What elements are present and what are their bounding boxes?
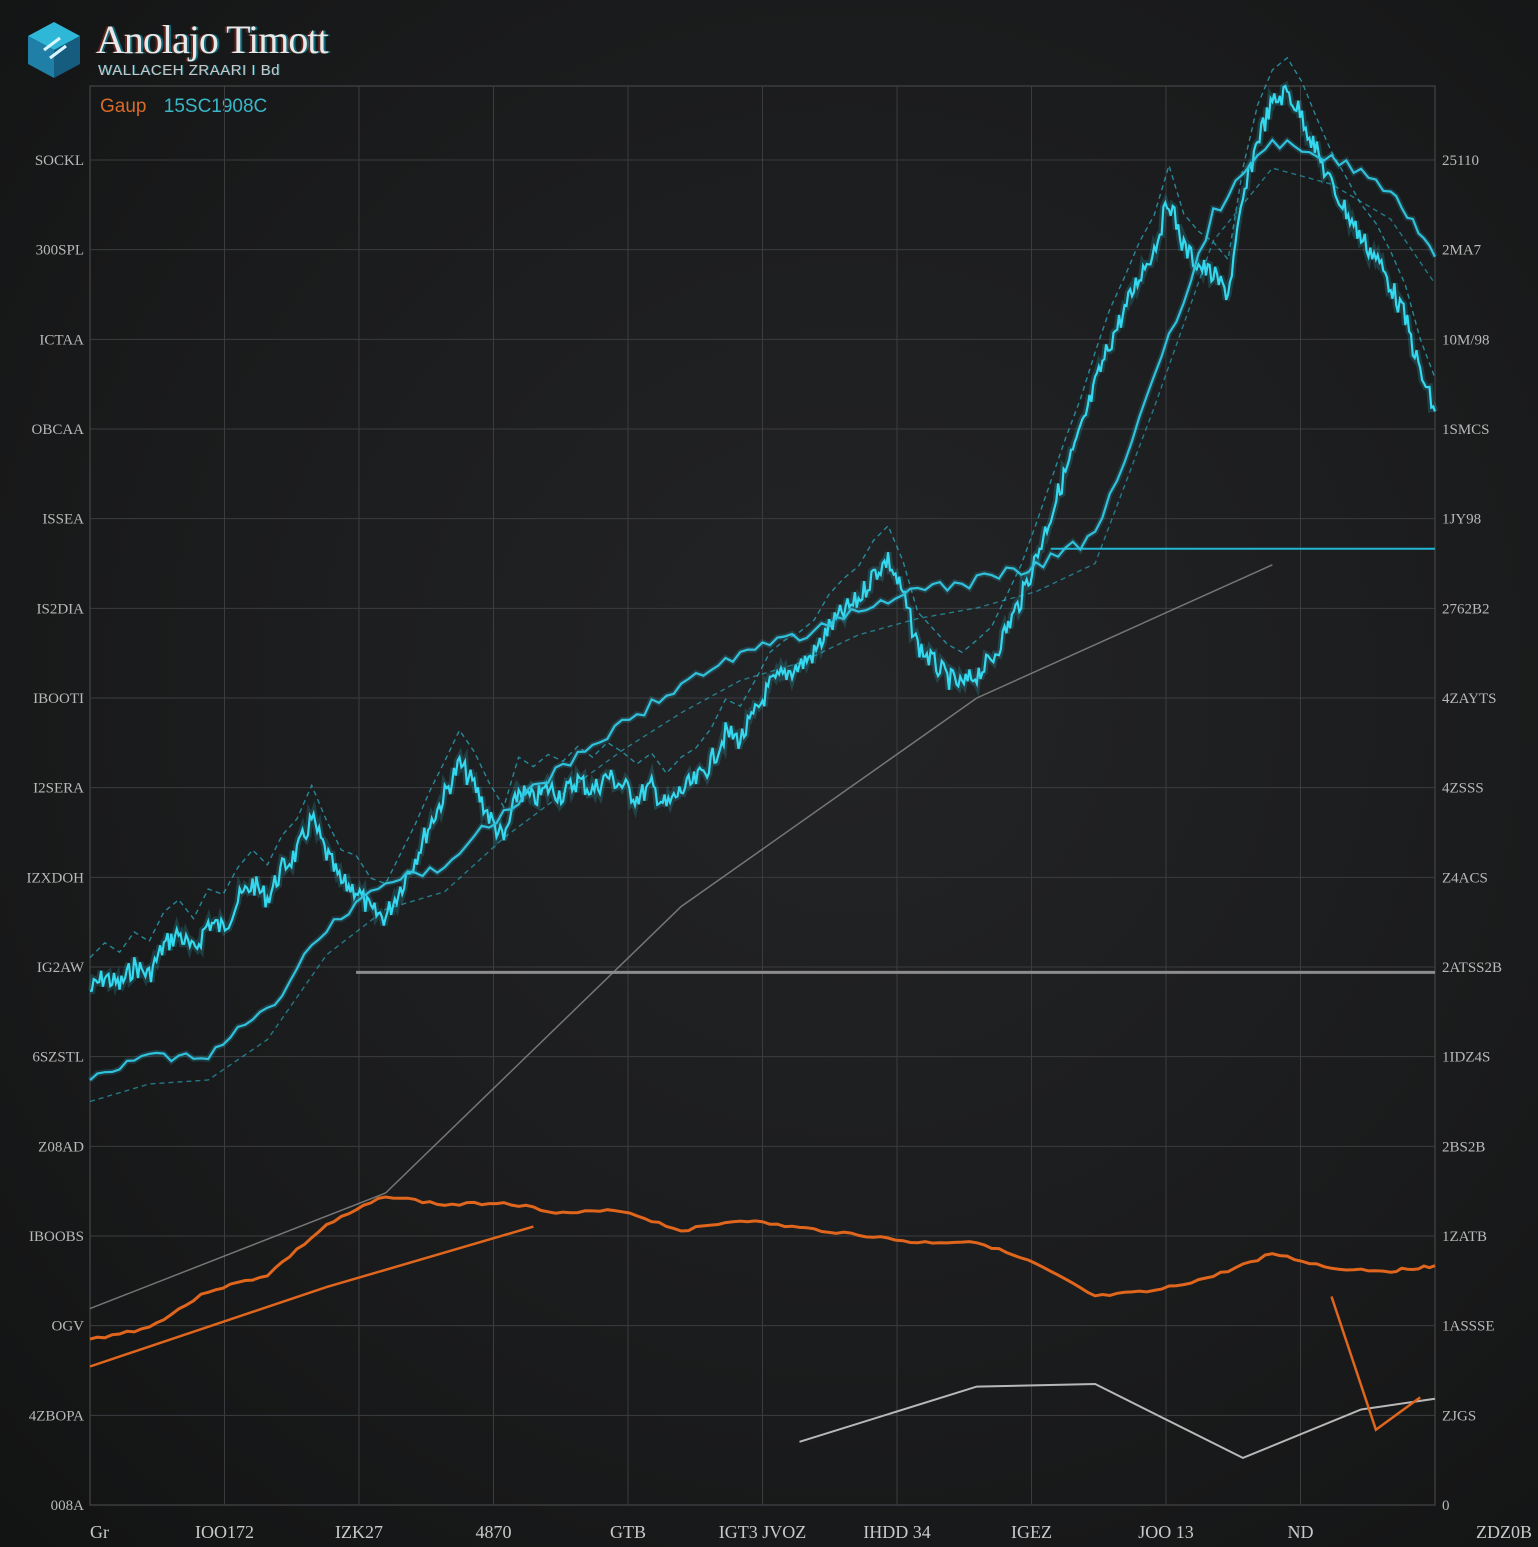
grey-oscillator-line — [799, 1382, 1436, 1459]
y-tick-label-right: 2762B2 — [1442, 601, 1490, 617]
y-tick-label-right: 2MA7 — [1442, 243, 1482, 259]
y-tick-label-left: IS2DIA — [37, 601, 85, 617]
x-tick-label: ZDZ0B — [1476, 1522, 1532, 1542]
y-tick-label-right: 0 — [1442, 1498, 1450, 1514]
y-axis-left: SOCKL 300SPL ICTAA OBCAA ISSEA IS2DIA IBOOTI I2… — [27, 153, 85, 1514]
series-upper-line — [89, 84, 1437, 993]
chart-subtitle: WALLACEH ZRAARI I Bd — [98, 62, 280, 79]
y-tick-label-left: I2SERA — [33, 781, 84, 797]
x-tick-label: GTB — [610, 1522, 646, 1542]
y-tick-label-right: 1SMCS — [1442, 422, 1490, 438]
y-tick-label-left: ICTAA — [39, 332, 84, 348]
y-tick-label-right: 2ATSS2B — [1442, 960, 1502, 976]
indicator-line — [89, 1195, 1436, 1341]
upper-envelope — [89, 56, 1436, 959]
indicator-lower-segment — [89, 1225, 534, 1368]
series-layer — [87, 56, 1439, 1310]
y-tick-label-right: 25110 — [1442, 153, 1479, 169]
y-tick-label-left: ISSEA — [42, 512, 84, 528]
y-tick-label-right: 1JY98 — [1442, 512, 1481, 528]
x-tick-label: IHDD 34 — [863, 1522, 931, 1542]
x-tick-label: JOO 13 — [1138, 1522, 1194, 1542]
x-tick-label: IZK27 — [335, 1522, 383, 1542]
group-value: 15SC1908C — [163, 96, 268, 117]
logo-cube-icon — [28, 22, 80, 78]
x-tick-label: IOO172 — [195, 1522, 254, 1542]
y-tick-label-right: 1ZATB — [1442, 1229, 1487, 1245]
x-tick-label: 4870 — [476, 1522, 512, 1542]
y-tick-label-left: IZXDOH — [27, 870, 85, 886]
y-axis-right: 25110 2MA7 10M/98 1SMCS 1JY98 2762B2 4ZAYTS 4ZS… — [1442, 153, 1502, 1514]
group-row: Gaup 15SC1908C — [100, 96, 267, 118]
y-tick-label-left: 4ZBOPA — [29, 1408, 84, 1424]
y-tick-label-left: 300SPL — [36, 243, 84, 259]
y-tick-label-right: ZJGS — [1442, 1408, 1476, 1424]
y-tick-label-left: IBOOBS — [29, 1229, 84, 1245]
y-tick-label-right: 4ZSSS — [1442, 781, 1484, 797]
y-tick-label-right: Z4ACS — [1442, 870, 1488, 886]
x-tick-label: ND — [1288, 1522, 1314, 1542]
x-tick-label: IGEZ — [1011, 1522, 1052, 1542]
x-axis: Gr IOO172 IZK27 4870 GTB IGT3 JVOZ IHDD 34 IGEZ… — [90, 1522, 1532, 1542]
indicator-layer — [89, 1195, 1436, 1459]
y-tick-label-left: IG2AW — [37, 960, 85, 976]
y-tick-label-right: 10M/98 — [1442, 332, 1490, 348]
y-tick-label-left: 6SZSTL — [32, 1050, 84, 1066]
y-tick-label-right: 1IDZ4S — [1442, 1050, 1490, 1066]
y-tick-label-left: Z08AD — [38, 1139, 84, 1155]
indicator-drop — [1330, 1296, 1421, 1432]
series-lower-line — [89, 138, 1436, 1082]
group-label: Gaup — [100, 96, 147, 117]
x-tick-label: Gr — [90, 1522, 109, 1542]
x-tick-label: IGT3 JVOZ — [719, 1522, 807, 1542]
y-tick-label-right: 2BS2B — [1442, 1139, 1485, 1155]
y-tick-label-left: OGV — [52, 1319, 85, 1335]
app-title: Anolajo Timott — [96, 17, 329, 62]
level-lines — [356, 547, 1435, 974]
y-tick-label-right: 1ASSSE — [1442, 1319, 1495, 1335]
y-tick-label-right: 4ZAYTS — [1442, 691, 1496, 707]
y-tick-label-left: OBCAA — [31, 422, 84, 438]
y-tick-label-left: SOCKL — [35, 153, 84, 169]
y-tick-label-left: 008A — [51, 1498, 85, 1514]
y-tick-label-left: IBOOTI — [33, 691, 84, 707]
trend-line — [89, 564, 1273, 1310]
chart-grid — [89, 85, 1436, 1506]
lower-envelope — [89, 167, 1436, 1103]
